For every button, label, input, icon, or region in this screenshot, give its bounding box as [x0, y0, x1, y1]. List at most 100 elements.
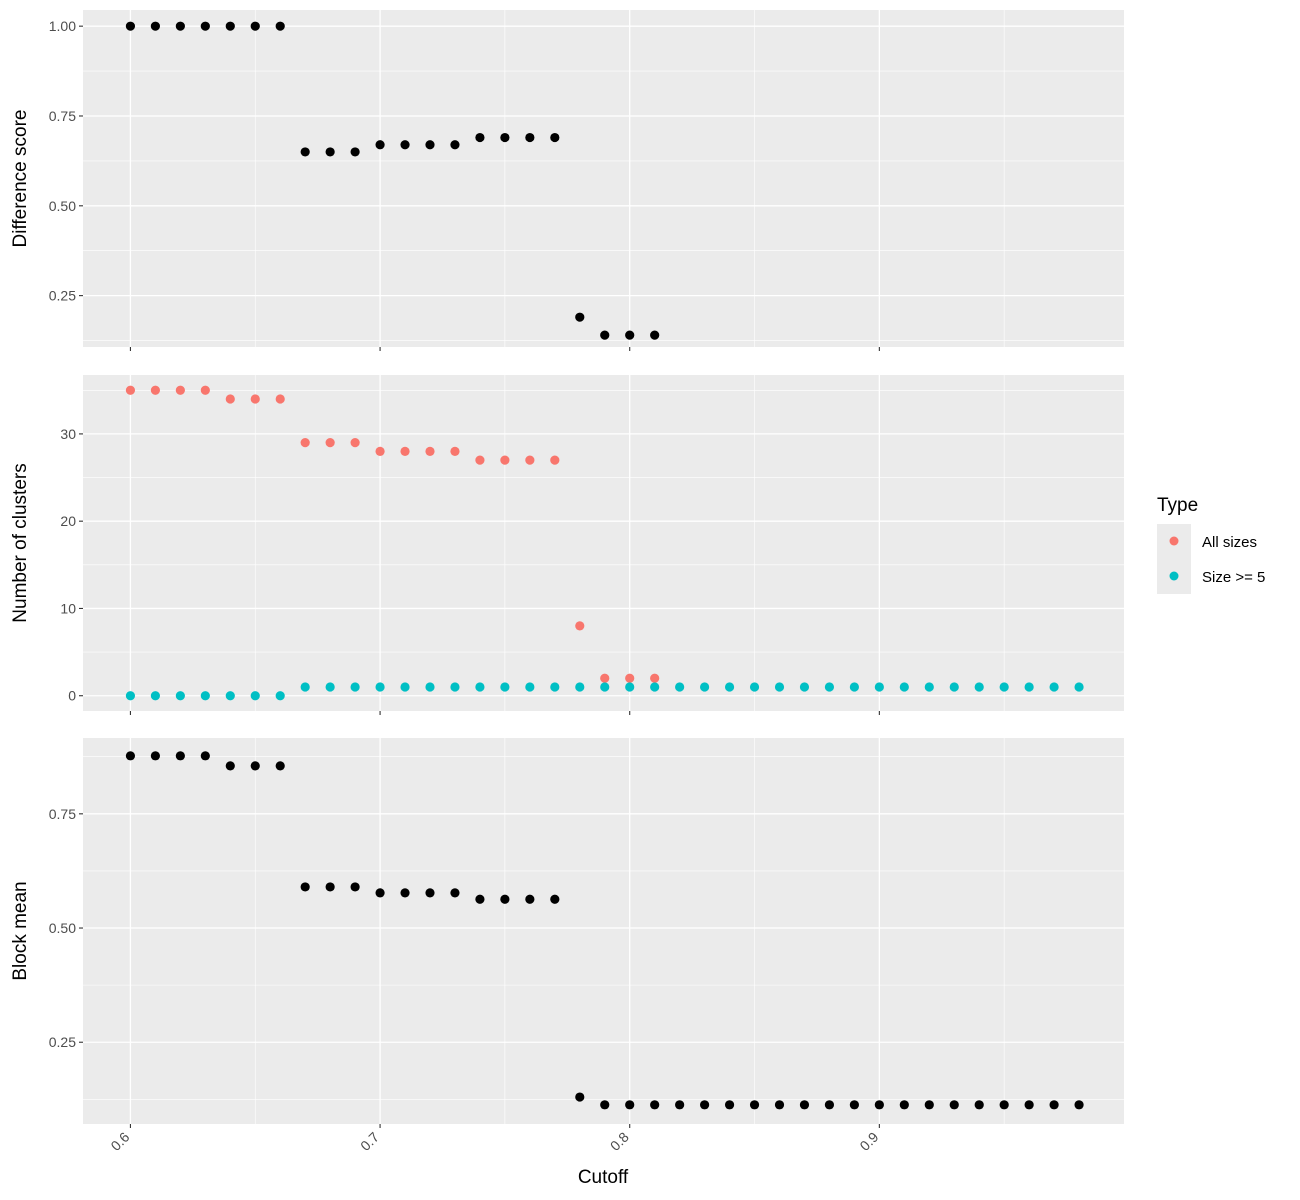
y-tick-label: 20	[60, 513, 76, 529]
data-point	[375, 888, 385, 898]
data-point	[774, 682, 785, 692]
data-point	[350, 147, 360, 157]
y-axis-title: Block mean	[10, 881, 31, 980]
data-point	[325, 882, 335, 892]
data-point	[774, 1100, 785, 1110]
data-point	[250, 394, 260, 404]
data-point	[125, 751, 136, 761]
data-point	[999, 1100, 1009, 1110]
data-point	[250, 761, 260, 771]
data-point	[475, 682, 485, 692]
data-point	[575, 621, 585, 631]
data-point	[275, 394, 285, 404]
data-point	[824, 1100, 835, 1110]
data-point	[550, 682, 560, 692]
series-1	[125, 751, 1084, 1110]
y-tick-label: 0.25	[49, 288, 76, 304]
data-point	[899, 1100, 909, 1110]
series-1	[125, 385, 660, 683]
data-point	[650, 682, 660, 692]
data-point	[600, 330, 610, 340]
y-tick-label: 10	[60, 600, 76, 616]
data-point	[1024, 1100, 1034, 1110]
data-point	[1049, 682, 1059, 692]
data-point	[225, 691, 235, 701]
data-point	[350, 682, 360, 692]
data-point	[650, 330, 660, 340]
data-point	[625, 673, 635, 683]
data-point	[400, 446, 410, 456]
data-point	[550, 455, 560, 465]
data-point	[150, 21, 160, 31]
data-point	[650, 1100, 660, 1110]
panel-background	[83, 738, 1124, 1124]
data-point	[525, 894, 535, 904]
data-point	[600, 673, 610, 683]
data-point	[175, 385, 185, 395]
data-point	[400, 682, 410, 692]
legend-label-size-5: Size >= 5	[1202, 569, 1265, 586]
data-point	[625, 1100, 635, 1110]
y-tick-label: 0.50	[49, 198, 76, 214]
y-tick-label: 0.75	[49, 108, 76, 124]
data-point	[375, 682, 385, 692]
data-point	[500, 455, 510, 465]
data-point	[400, 888, 410, 898]
data-point	[300, 682, 310, 692]
panel-3: 0.25 0.50 0.75 Block mean	[10, 738, 1124, 1128]
data-point	[125, 21, 136, 31]
data-point	[425, 140, 435, 150]
data-point	[150, 751, 160, 761]
data-point	[724, 1100, 735, 1110]
data-point	[600, 682, 610, 692]
data-point	[974, 682, 984, 692]
data-point	[525, 455, 535, 465]
y-tick-label: 0.25	[49, 1034, 76, 1050]
data-point	[1049, 1100, 1059, 1110]
data-point	[500, 894, 510, 904]
data-point	[525, 682, 535, 692]
data-point	[200, 691, 210, 701]
data-point	[125, 691, 136, 701]
data-point	[475, 455, 485, 465]
data-point	[425, 682, 435, 692]
series-2	[125, 682, 1084, 701]
data-point	[974, 1100, 984, 1110]
data-point	[150, 691, 160, 701]
data-point	[325, 682, 335, 692]
series-1	[125, 21, 660, 340]
data-point	[150, 385, 160, 395]
data-point	[225, 761, 235, 771]
panel-1: 0.25 0.50 0.75 1.00 Difference score	[10, 10, 1124, 351]
data-point	[924, 682, 934, 692]
data-point	[300, 882, 310, 892]
data-point	[749, 1100, 760, 1110]
data-point	[724, 682, 735, 692]
data-point	[425, 446, 435, 456]
panel-background	[83, 375, 1124, 711]
data-point	[799, 682, 810, 692]
data-point	[475, 132, 485, 143]
x-tick-label: 0.8	[607, 1129, 632, 1154]
data-point	[1074, 1100, 1084, 1110]
data-point	[325, 147, 335, 157]
data-point	[450, 682, 460, 692]
data-point	[749, 682, 760, 692]
data-point	[225, 21, 235, 31]
data-point	[500, 682, 510, 692]
data-point	[949, 1100, 959, 1110]
x-tick-label: 0.7	[357, 1129, 382, 1154]
data-point	[250, 691, 260, 701]
y-axis-title: Difference score	[10, 110, 31, 248]
legend-label-all-sizes: All sizes	[1202, 534, 1257, 551]
data-point	[450, 446, 460, 456]
data-point	[475, 894, 485, 904]
data-point	[200, 385, 210, 395]
data-point	[849, 1100, 859, 1110]
data-point	[675, 682, 685, 692]
legend-title: Type	[1157, 495, 1198, 516]
data-point	[700, 1100, 710, 1110]
data-point	[550, 894, 560, 904]
data-point	[375, 446, 385, 456]
